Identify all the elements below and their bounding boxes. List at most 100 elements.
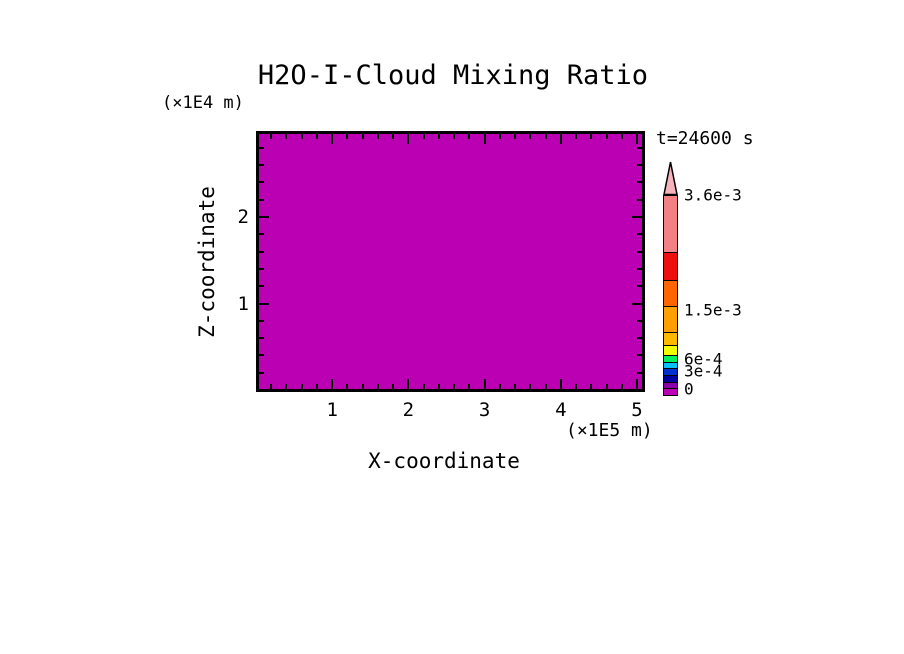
z-tick-label: 2 [237,206,249,228]
axis-tick [637,181,642,184]
axis-tick [575,384,578,389]
colorbar-segment [664,388,677,395]
axis-tick [544,134,547,139]
axis-tick [259,181,264,184]
axis-tick [529,134,532,139]
axis-tick [346,384,349,389]
colorbar-value-label: 3e-4 [684,361,723,381]
axis-tick [361,384,364,389]
x-tick-label: 3 [478,399,491,421]
colorbar-segment [664,279,677,307]
colorbar-value-label: 0 [684,379,694,399]
time-annotation: t=24600 s [656,128,754,149]
axis-tick [407,134,410,144]
axis-tick [315,384,318,389]
axis-tick [637,233,642,236]
axis-tick [361,134,364,139]
field-plot-area [256,131,645,392]
axis-tick [437,134,440,139]
colorbar-segment [664,375,677,382]
axis-tick [559,134,562,144]
colorbar-segment [664,361,677,369]
x-tick-label: 5 [631,399,643,421]
axis-tick [483,379,486,389]
axis-tick [632,302,642,305]
colorbar-segment [664,381,677,389]
axis-tick [259,216,269,218]
axis-tick [544,384,547,389]
axis-tick [605,384,608,389]
axis-tick [636,379,638,389]
axis-tick [392,384,395,389]
colorbar-segment [664,196,677,253]
axis-tick [483,134,486,144]
colorbar [663,195,678,396]
colorbar-segment [664,368,677,376]
chart-title: H2O-I-Cloud Mixing Ratio [257,60,649,91]
x-tick-label: 4 [555,399,567,421]
axis-tick [468,384,471,389]
axis-tick [300,134,303,139]
axis-tick [636,134,638,144]
axis-tick [346,134,349,139]
axis-tick [259,354,264,357]
axis-tick [498,384,501,389]
x-tick-label: 2 [402,399,415,421]
colorbar-value-label: 6e-4 [684,349,723,369]
axis-tick [259,164,264,167]
colorbar-arrow-tip-icon [663,161,678,196]
x-tick-label: 1 [326,399,338,421]
axis-tick [259,337,264,340]
axis-tick [637,164,642,167]
axis-tick [637,337,642,340]
axis-tick [559,379,562,389]
axis-tick [331,134,334,144]
axis-tick [259,233,264,236]
axis-tick [637,354,642,357]
axis-tick [437,384,440,389]
axis-tick [498,134,501,139]
axis-tick [259,285,264,288]
axis-tick [300,384,303,389]
axis-tick [331,379,334,389]
axis-tick [422,134,425,139]
axis-tick [637,250,642,253]
axis-tick [259,198,264,201]
axis-tick [514,134,517,139]
axis-tick [407,379,410,389]
axis-tick [637,267,642,270]
colorbar-value-label: 1.5e-3 [684,300,742,320]
axis-tick [468,134,471,139]
x-axis-title: X-coordinate [368,449,520,473]
axis-tick [376,134,379,139]
colorbar-segment [664,344,677,356]
axis-tick [575,134,578,139]
axis-tick [637,146,642,149]
axis-tick [514,384,517,389]
axis-tick [285,134,288,139]
axis-tick [392,134,395,139]
axis-tick [270,384,273,389]
z-tick-label: 1 [237,292,249,315]
axis-tick [590,134,593,139]
axis-tick [376,384,379,389]
axis-tick [453,384,456,389]
axis-tick [259,267,264,270]
axis-tick [637,319,642,322]
axis-tick [637,285,642,288]
colorbar-segment [664,306,677,333]
axis-tick [259,250,264,253]
z-axis-unit-label: (×1E4 m) [162,93,244,113]
axis-tick [422,384,425,389]
colorbar-segment [664,355,677,362]
colorbar-value-label: 3.6e-3 [684,185,742,205]
axis-tick [259,302,269,305]
axis-tick [285,384,288,389]
axis-tick [632,216,642,218]
axis-tick [259,319,264,322]
colorbar-segment [664,332,677,345]
colorbar-segment [664,252,677,280]
axis-tick [590,384,593,389]
x-axis-unit-label: (×1E5 m) [566,420,653,441]
